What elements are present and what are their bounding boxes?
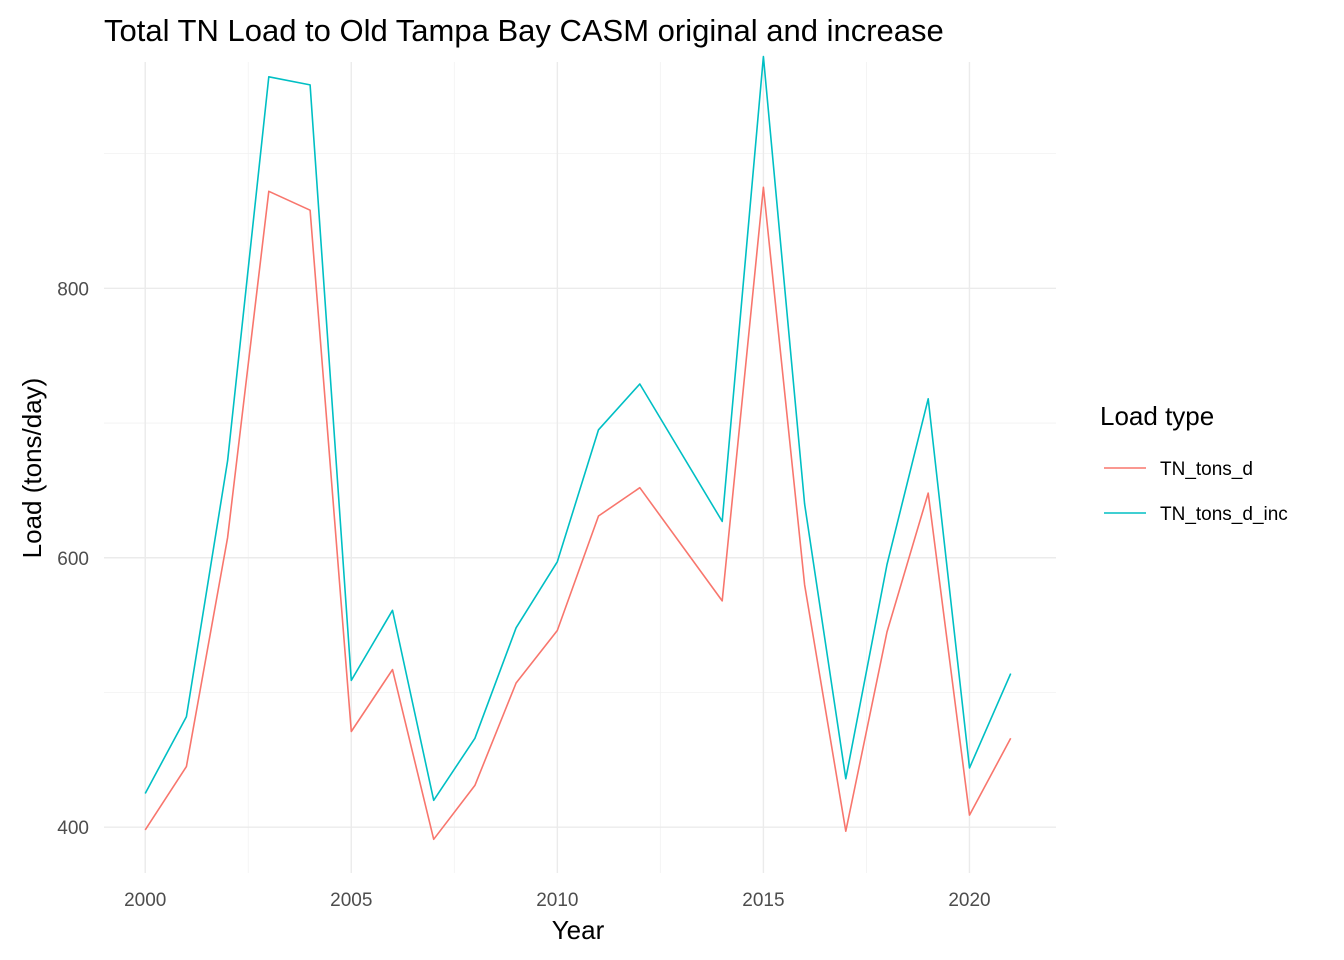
- y-axis-ticks: 400 600 800: [57, 279, 89, 839]
- series-line-TN-tons-d-inc: [144, 55, 1012, 802]
- grid: [104, 62, 1056, 873]
- x-axis-ticks: 2000 2005 2010 2015 2020: [124, 890, 991, 911]
- y-tick-label: 800: [57, 279, 89, 300]
- y-axis-title: Load (tons/day): [17, 378, 47, 559]
- legend-title: Load type: [1100, 401, 1214, 431]
- x-tick-label: 2005: [330, 890, 372, 911]
- chart-title: Total TN Load to Old Tampa Bay CASM orig…: [104, 13, 944, 48]
- legend: Load type TN_tons_d TN_tons_d_inc: [1100, 401, 1288, 525]
- legend-label: TN_tons_d_inc: [1160, 504, 1288, 525]
- legend-label: TN_tons_d: [1160, 459, 1253, 480]
- x-tick-label: 2000: [124, 890, 166, 911]
- x-axis-title: Year: [552, 915, 605, 945]
- x-tick-label: 2010: [536, 890, 578, 911]
- y-tick-label: 400: [57, 818, 89, 839]
- x-tick-label: 2020: [948, 890, 990, 911]
- series-lines: [144, 55, 1012, 841]
- x-tick-label: 2015: [742, 890, 784, 911]
- y-tick-label: 600: [57, 549, 89, 570]
- series-line-TN-tons-d: [144, 186, 1012, 841]
